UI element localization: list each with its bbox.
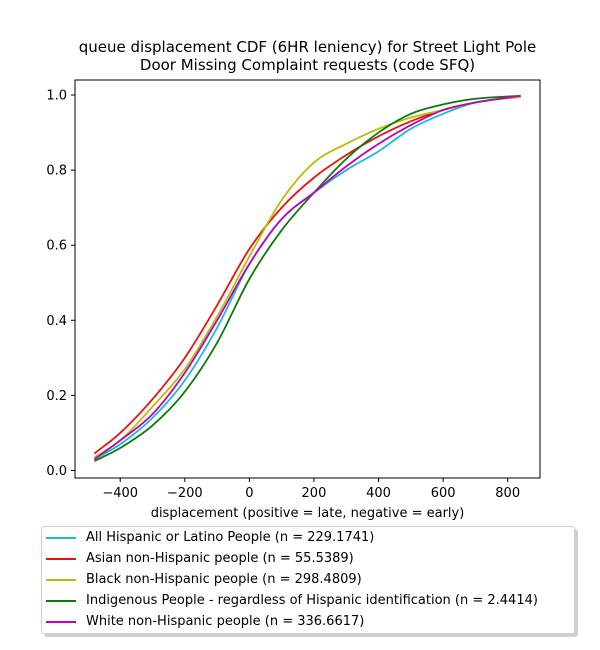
x-tick-label-1: −200 [167,486,203,501]
legend-label-hispanic: All Hispanic or Latino People (n = 229.1… [86,530,375,545]
chart-title-line-1: queue displacement CDF (6HR leniency) fo… [78,38,537,56]
legend-swatch-indigenous [46,599,76,602]
legend-item-hispanic: All Hispanic or Latino People (n = 229.1… [46,527,374,548]
chart-title-line-2: Door Missing Complaint requests (code SF… [139,56,476,74]
series-line-4 [93,94,521,460]
x-tick-label-5: 600 [431,486,456,501]
y-tick-label-4: 0.8 [46,164,67,179]
y-tick-label-0: 0.0 [46,464,67,479]
x-tick-label-6: 800 [495,486,520,501]
y-tick-label-2: 0.4 [46,314,67,329]
y-tick-label-1: 0.2 [46,389,67,404]
y-tick-label-3: 0.6 [46,239,67,254]
x-tick-label-2: 0 [245,486,253,501]
x-tick-label-4: 400 [366,486,391,501]
x-tick-label-0: −400 [102,486,138,501]
legend-swatch-white [46,620,76,623]
legend-swatch-black [46,578,76,581]
series-layer [93,94,521,462]
legend-item-black: Black non-Hispanic people (n = 298.4809) [46,569,362,590]
series-line-0 [93,96,521,461]
legend-swatch-hispanic [46,536,76,539]
legend-swatch-asian [46,557,76,560]
legend-label-white: White non-Hispanic people (n = 336.6617) [86,614,365,629]
series-line-3 [93,94,521,462]
legend-item-indigenous: Indigenous People - regardless of Hispan… [46,590,538,611]
x-axis-label: displacement (positive = late, negative … [150,506,465,521]
y-tick-label-5: 1.0 [46,89,67,104]
legend-item-asian: Asian non-Hispanic people (n = 55.5389) [46,548,354,569]
legend-label-black: Black non-Hispanic people (n = 298.4809) [86,572,362,587]
x-tick-label-3: 200 [302,486,327,501]
legend: All Hispanic or Latino People (n = 229.1… [41,526,575,634]
axes-layer: −400 −200 0 200 400 600 800 0.0 0.2 0.4 0.6 0.8 1.0 [46,79,541,501]
plot-frame [74,79,541,479]
legend-label-asian: Asian non-Hispanic people (n = 55.5389) [86,551,354,566]
series-line-2 [93,96,521,459]
legend-label-indigenous: Indigenous People - regardless of Hispan… [86,593,538,608]
legend-item-white: White non-Hispanic people (n = 336.6617) [46,611,364,632]
